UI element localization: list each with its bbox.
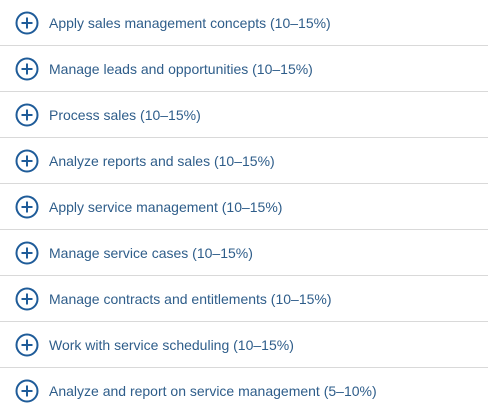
accordion-item-manage-contracts[interactable]: Manage contracts and entitlements (10–15… [0, 276, 488, 322]
accordion-item-label: Manage leads and opportunities (10–15%) [49, 60, 313, 77]
accordion-item-label: Analyze and report on service management… [49, 383, 377, 399]
accordion-item-label: Process sales (10–15%) [49, 106, 201, 123]
accordion-item-label: Apply service management (10–15%) [49, 198, 283, 215]
accordion-item-manage-leads[interactable]: Manage leads and opportunities (10–15%) [0, 46, 488, 92]
accordion-item-label: Manage service cases (10–15%) [49, 244, 253, 261]
accordion-item-manage-service-cases[interactable]: Manage service cases (10–15%) [0, 230, 488, 276]
accordion-item-label: Work with service scheduling (10–15%) [49, 336, 294, 353]
plus-circle-icon[interactable] [15, 333, 39, 357]
accordion-item-label: Manage contracts and entitlements (10–15… [49, 290, 332, 307]
accordion-item-label: Apply sales management concepts (10–15%) [49, 14, 331, 31]
accordion-item-analyze-service-management[interactable]: Analyze and report on service management… [0, 368, 488, 414]
accordion-item-process-sales[interactable]: Process sales (10–15%) [0, 92, 488, 138]
plus-circle-icon[interactable] [15, 379, 39, 403]
plus-circle-icon[interactable] [15, 11, 39, 35]
accordion-item-apply-service-management[interactable]: Apply service management (10–15%) [0, 184, 488, 230]
plus-circle-icon[interactable] [15, 287, 39, 311]
accordion-item-apply-sales-management[interactable]: Apply sales management concepts (10–15%) [0, 0, 488, 46]
plus-circle-icon[interactable] [15, 241, 39, 265]
accordion-item-analyze-reports[interactable]: Analyze reports and sales (10–15%) [0, 138, 488, 184]
plus-circle-icon[interactable] [15, 149, 39, 173]
plus-circle-icon[interactable] [15, 57, 39, 81]
plus-circle-icon[interactable] [15, 103, 39, 127]
accordion-item-label: Analyze reports and sales (10–15%) [49, 152, 275, 169]
plus-circle-icon[interactable] [15, 195, 39, 219]
accordion-item-service-scheduling[interactable]: Work with service scheduling (10–15%) [0, 322, 488, 368]
